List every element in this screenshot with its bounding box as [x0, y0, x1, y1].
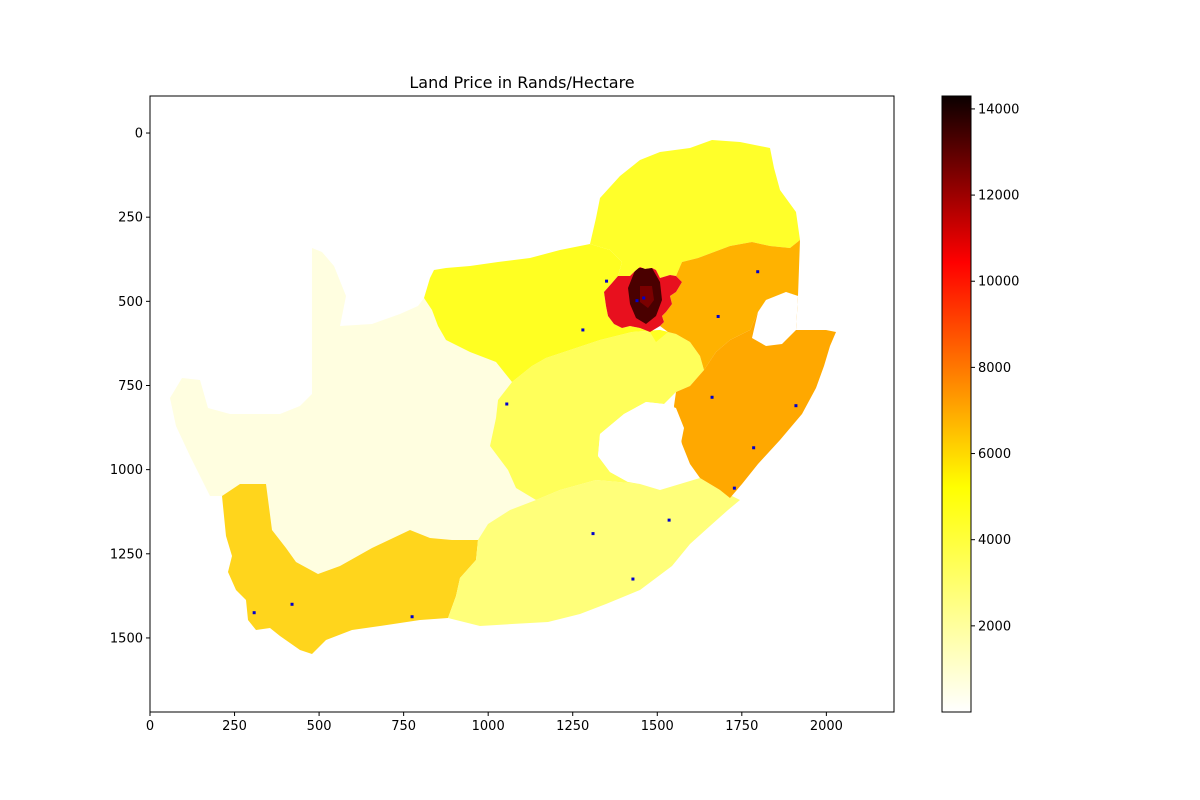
- region-kwazulu-natal: [674, 292, 836, 498]
- colorbar-tick-label: 12000: [978, 189, 1019, 204]
- region-north-west: [424, 244, 676, 382]
- region-mpumalanga: [660, 240, 800, 370]
- city-marker: [290, 602, 294, 606]
- y-tick-label: 500: [118, 295, 143, 310]
- y-tick-label: 250: [118, 211, 143, 226]
- x-tick-label: 0: [146, 719, 154, 734]
- city-marker: [591, 532, 595, 536]
- region-limpopo: [590, 140, 800, 278]
- colorbar-tick-label: 6000: [978, 447, 1011, 462]
- region-pretoria-core: [640, 286, 654, 308]
- city-marker: [631, 577, 635, 581]
- city-marker: [716, 314, 720, 318]
- y-axis: 0 250 500 750 1000 1250 1500: [110, 127, 150, 646]
- x-tick-label: 250: [222, 719, 247, 734]
- x-tick-label: 2000: [810, 719, 843, 734]
- city-markers: [252, 270, 798, 619]
- x-axis: 0 250 500 750 1000 1250 1500 1750 2000: [146, 712, 843, 734]
- lesotho-hole: [598, 402, 684, 482]
- colorbar: [941, 95, 972, 713]
- plot-frame: [149, 95, 895, 713]
- colorbar-tick-label: 2000: [978, 619, 1011, 634]
- colorbar-ticks: 2000 4000 6000 8000 10000 12000 14000: [971, 102, 1019, 634]
- city-marker: [505, 402, 509, 406]
- city-marker: [635, 299, 639, 303]
- y-tick-label: 750: [118, 379, 143, 394]
- y-tick-label: 1000: [110, 463, 143, 478]
- x-tick-label: 1250: [556, 719, 589, 734]
- city-marker: [581, 328, 585, 332]
- x-tick-label: 1750: [725, 719, 758, 734]
- region-free-state: [490, 330, 704, 500]
- region-northern-cape: [170, 248, 536, 574]
- chart-title: Land Price in Rands/Hectare: [409, 73, 634, 92]
- y-tick-label: 1250: [110, 547, 143, 562]
- eswatini-hole: [752, 292, 798, 346]
- x-tick-label: 750: [391, 719, 416, 734]
- x-tick-label: 1500: [641, 719, 674, 734]
- city-marker: [752, 446, 756, 450]
- city-marker: [732, 486, 736, 490]
- map-area: [170, 140, 836, 654]
- colorbar-tick-label: 4000: [978, 533, 1011, 548]
- colorbar-tick-label: 8000: [978, 361, 1011, 376]
- x-tick-label: 500: [307, 719, 332, 734]
- colorbar-tick-label: 14000: [978, 102, 1019, 117]
- colorbar-tick-label: 10000: [978, 275, 1019, 290]
- region-eastern-cape: [448, 478, 740, 626]
- city-marker: [794, 404, 798, 408]
- x-tick-label: 1000: [472, 719, 505, 734]
- city-marker: [605, 279, 609, 283]
- y-tick-label: 0: [135, 127, 143, 142]
- city-marker: [710, 395, 714, 399]
- city-marker: [252, 611, 256, 615]
- city-marker: [410, 615, 414, 619]
- city-marker: [642, 296, 646, 300]
- city-marker: [756, 270, 760, 274]
- city-marker: [667, 518, 671, 522]
- y-tick-label: 1500: [110, 631, 143, 646]
- region-western-cape: [222, 484, 478, 654]
